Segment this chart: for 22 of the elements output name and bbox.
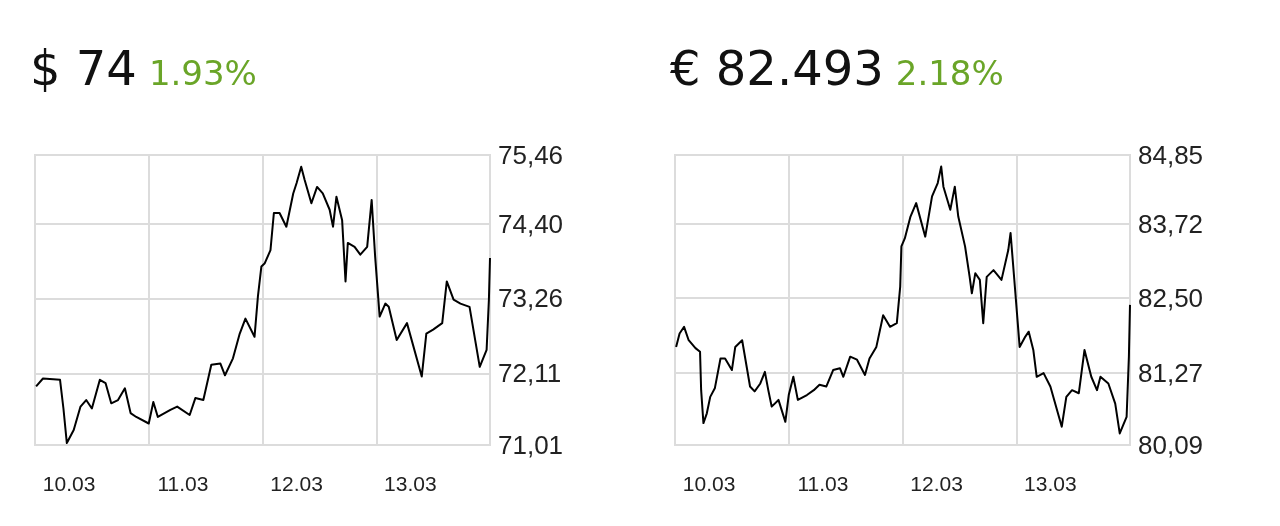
x-tick-label: 13.03 [1024, 472, 1077, 495]
y-tick-label: 72,11 [498, 358, 562, 389]
x-tick-label: 11.03 [797, 472, 849, 495]
chart-title: $ 74 [30, 40, 137, 96]
y-tick-label: 83,72 [1138, 208, 1204, 239]
x-tick-label: 13.03 [384, 472, 437, 495]
chart-subtitle: 2.18% [895, 53, 1004, 93]
x-tick-label: 10.03 [42, 472, 96, 495]
y-tick-label: 82,50 [1138, 283, 1204, 314]
y-tick-label: 80,09 [1138, 430, 1204, 460]
y-tick-label: 84,85 [1138, 140, 1204, 170]
y-tick-label: 71,01 [498, 430, 564, 460]
x-tick-label: 12.03 [270, 472, 323, 495]
x-tick-label: 11.03 [157, 472, 209, 495]
chart-subtitle: 1.93% [148, 53, 257, 93]
y-tick-label: 74,40 [498, 209, 564, 240]
y-tick-label: 73,26 [498, 283, 564, 314]
x-tick-label: 10.03 [682, 472, 736, 495]
chart-title: € 82.493 [670, 40, 884, 96]
y-tick-label: 81,27 [1138, 358, 1204, 389]
x-tick-label: 12.03 [910, 472, 963, 495]
y-tick-label: 75,46 [498, 140, 564, 170]
